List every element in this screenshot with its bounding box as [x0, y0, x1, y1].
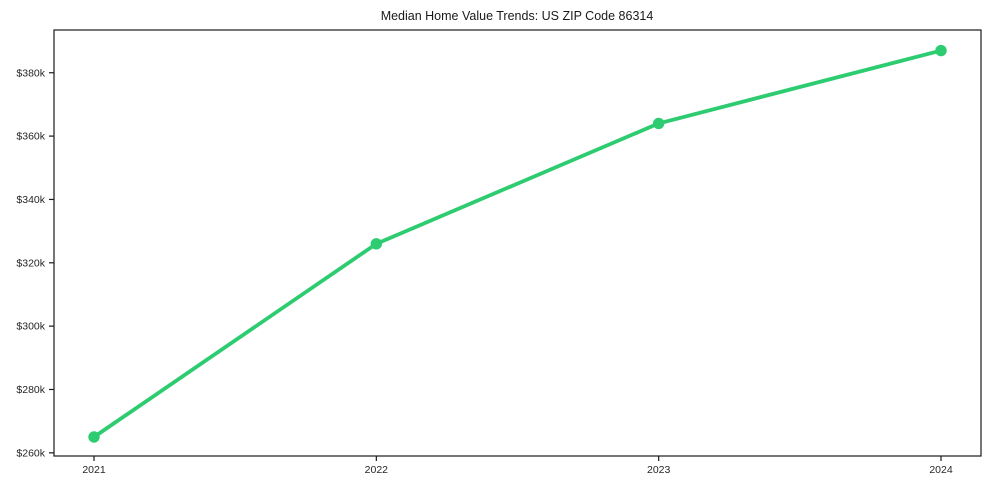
- y-axis-tick-label: $360k: [16, 131, 45, 143]
- x-axis-tick-label: 2022: [365, 464, 389, 476]
- data-point-marker: [652, 117, 665, 130]
- x-axis-tick-label: 2023: [647, 464, 671, 476]
- y-axis-tick-label: $300k: [16, 321, 45, 333]
- plot-frame: [53, 29, 982, 457]
- y-axis-tick-label: $280k: [16, 384, 45, 396]
- data-point-marker: [370, 238, 383, 250]
- trend-line: [92, 48, 943, 439]
- data-point-marker: [935, 44, 947, 57]
- y-axis-tick-label: $260k: [16, 447, 45, 459]
- y-axis-tick-label: $340k: [16, 194, 45, 206]
- chart-title: Median Home Value Trends: US ZIP Code 86…: [381, 9, 654, 23]
- x-axis-tick-label: 2024: [929, 464, 953, 476]
- data-point-marker: [88, 431, 100, 443]
- x-axis-tick-label: 2021: [82, 464, 106, 476]
- y-axis-tick-label: $380k: [16, 67, 45, 79]
- y-axis-tick-label: $320k: [16, 257, 45, 269]
